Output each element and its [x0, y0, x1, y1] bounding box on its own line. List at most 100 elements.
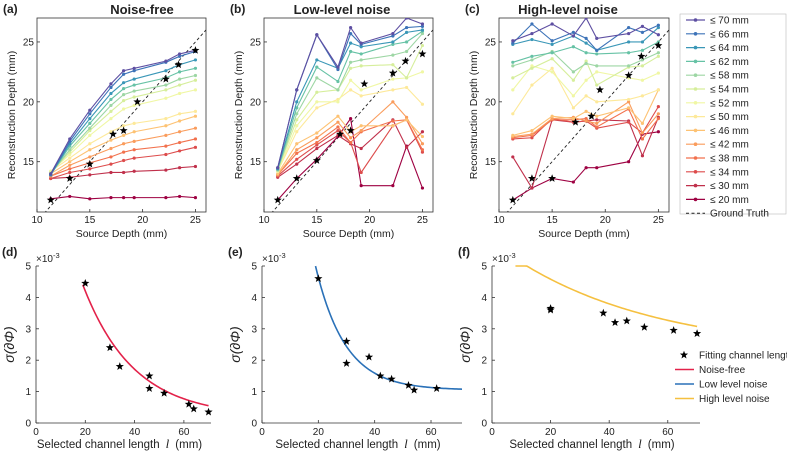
series-point: [627, 97, 631, 102]
series-point: [315, 58, 319, 62]
series-point: [391, 34, 395, 38]
series-point: [49, 176, 53, 181]
y-axis-label: Reconstruction Depth (mm): [233, 51, 245, 179]
legend-entry: ≤ 34 mm: [710, 167, 749, 178]
series-point: [359, 88, 363, 92]
chart-3: (c) High-level noise 10 15 20 25 15 20 25 Source …: [465, 2, 670, 240]
legend-entry: ≤ 46 mm: [710, 126, 749, 137]
legend-top: ≤ 70 mm ≤ 66 mm ≤ 64 mm ≤ 62 mm ≤ 58 mm ≤ 54 …: [679, 13, 787, 220]
series-point: [640, 64, 645, 68]
y-axis-label: σ(∂Φ): [1, 326, 17, 362]
legend-entry: ≤ 70 mm: [710, 16, 749, 27]
series-point: [295, 100, 299, 104]
series-point: [640, 24, 645, 28]
series-point: [656, 130, 660, 134]
series-point: [122, 158, 126, 163]
series-64mm: [49, 58, 198, 177]
series-point: [177, 83, 182, 87]
series-point: [595, 166, 599, 170]
series-point: [391, 40, 395, 44]
series-point: [349, 60, 353, 64]
series-point: [122, 87, 126, 91]
series-point: [359, 128, 363, 133]
series-point: [276, 172, 280, 176]
series-point: [164, 88, 168, 92]
series-point: [571, 180, 575, 184]
series-point: [359, 64, 363, 68]
chart-title: Low-level noise: [294, 2, 391, 17]
y-tick-label: 25: [250, 37, 262, 48]
fit-point-star: [342, 359, 351, 367]
panel-label: (e): [228, 245, 243, 259]
series-point: [391, 42, 395, 46]
x-label-symbol: l: [166, 436, 170, 451]
series-point: [132, 130, 136, 134]
ground-truth-star: [587, 112, 596, 120]
x-axis-label: Source Depth (mm): [538, 228, 630, 240]
series-point: [656, 105, 660, 109]
series-point: [295, 148, 299, 152]
series-point: [349, 66, 353, 70]
series-point: [132, 66, 136, 70]
series-point: [88, 148, 92, 152]
legend-entry: ≤ 64 mm: [710, 43, 749, 54]
plot-area: [44, 29, 206, 212]
series-point: [627, 31, 631, 36]
x-tick-label: 20: [137, 215, 149, 226]
axis-exponent: ×10-3: [36, 251, 60, 265]
ground-truth-star: [119, 126, 128, 134]
series-70mm: [511, 18, 660, 43]
y-tick-label: 20: [23, 97, 35, 108]
series-point: [164, 144, 168, 148]
series-point: [109, 162, 113, 166]
legend-entry: ≤ 42 mm: [710, 140, 749, 151]
x-axis-label: Selected channel length l (mm): [509, 436, 674, 451]
series-point: [404, 118, 409, 122]
fit-point-star: [364, 352, 374, 361]
series-point: [315, 143, 319, 147]
y-axis-label: σ(∂Φ): [457, 326, 473, 362]
series-point: [404, 115, 409, 119]
ground-truth-star: [654, 41, 663, 49]
legend-marker: [693, 183, 698, 188]
series-point: [193, 78, 198, 82]
series-point: [420, 148, 425, 152]
fit-point-star: [115, 362, 124, 370]
series-point: [336, 125, 340, 129]
series-point: [530, 58, 534, 62]
series-point: [132, 169, 136, 173]
series-point: [511, 41, 515, 45]
ground-truth-star: [273, 195, 282, 204]
series-point: [640, 154, 645, 158]
y-tick-label: 4: [481, 293, 487, 304]
series-point: [177, 130, 182, 134]
series-point: [88, 121, 92, 125]
x-tick-label: 0: [489, 427, 495, 438]
fit-point-star: [546, 305, 555, 314]
series-point: [336, 65, 340, 69]
series-line: [50, 59, 196, 176]
series-point: [571, 94, 575, 98]
series-point: [656, 88, 660, 92]
legend-entry: ≤ 54 mm: [710, 85, 749, 96]
fit-point-star: [342, 337, 351, 345]
series-point: [109, 138, 113, 142]
x-axis-label: Selected channel length l (mm): [275, 436, 440, 451]
series-point: [571, 30, 575, 34]
series-point: [109, 97, 113, 102]
series-point: [656, 51, 660, 55]
series-point: [530, 83, 534, 87]
series-point: [404, 85, 409, 90]
fit-point-star: [145, 384, 154, 392]
series-point: [550, 51, 554, 55]
axes-frame: [263, 17, 434, 213]
series-point: [530, 128, 534, 133]
ground-truth-star: [360, 79, 369, 88]
series-point: [132, 77, 136, 81]
panel-label: (f): [458, 245, 470, 259]
y-tick-label: 1: [251, 387, 257, 398]
series-point: [595, 100, 599, 104]
legend-marker: [693, 114, 698, 119]
x-tick-label: 20: [80, 427, 92, 438]
series-point: [550, 70, 554, 74]
